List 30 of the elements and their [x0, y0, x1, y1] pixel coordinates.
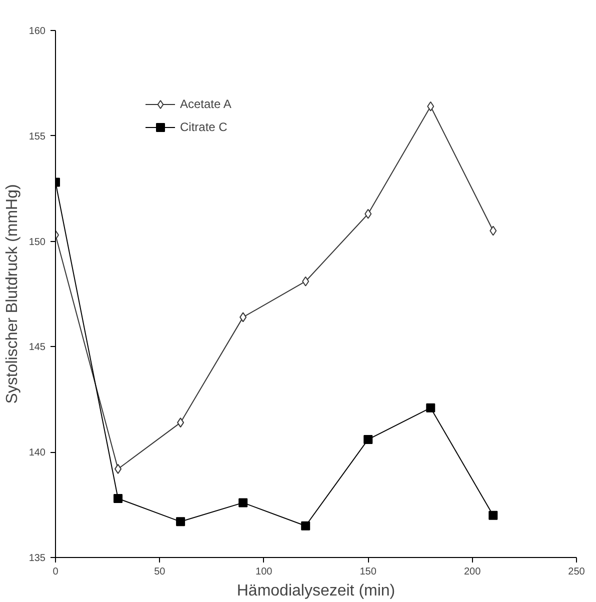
point	[177, 418, 184, 428]
x-tick-label: 50	[154, 566, 166, 578]
y-tick-label: 145	[28, 342, 46, 354]
y-tick-label: 155	[28, 131, 46, 142]
point	[176, 517, 186, 526]
point	[238, 498, 248, 508]
point	[114, 464, 122, 474]
point	[114, 494, 123, 503]
point	[240, 312, 247, 322]
legend-label: Acetate A	[180, 97, 232, 111]
x-tick-label: 200	[464, 566, 482, 578]
point	[488, 510, 498, 520]
point	[490, 226, 497, 236]
x-tick-label: 100	[256, 566, 273, 578]
x-tick-label: 0	[52, 566, 59, 578]
y-tick-label: 150	[28, 236, 46, 248]
point	[427, 101, 434, 112]
y-tick-label: 135	[28, 553, 46, 564]
point	[302, 276, 310, 286]
x-tick-label: 250	[568, 566, 586, 578]
x-axis-title: Hämodialysezeit (min)	[236, 582, 396, 600]
x-tick-label: 150	[360, 566, 377, 578]
legend-label: Citrate C	[180, 120, 228, 134]
point	[301, 521, 310, 530]
point	[364, 434, 373, 444]
y-axis-title: Systolischer Blutdruck (mmHg)	[4, 184, 21, 404]
y-tick-label: 140	[28, 448, 46, 459]
point	[364, 208, 372, 219]
y-tick-label: 160	[28, 26, 46, 37]
point	[426, 403, 436, 412]
